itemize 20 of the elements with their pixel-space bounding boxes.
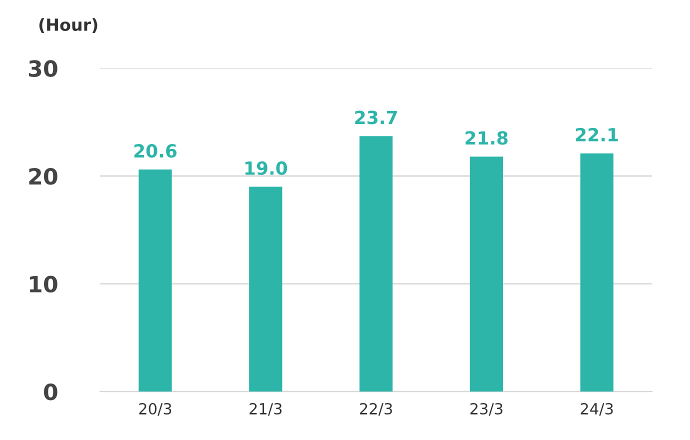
x-tick-label: 20/3 [139,402,172,416]
data-label: 19.0 [245,161,288,175]
data-label: 22.1 [576,128,618,142]
y-tick-label: 20 [29,168,58,185]
bar [580,153,614,392]
y-axis-title: (Hour) [39,18,98,33]
bar [359,136,393,392]
bar [470,156,504,392]
data-label: 21.8 [466,131,508,145]
y-tick-label: 0 [44,384,58,400]
x-tick-label: 21/3 [250,402,282,416]
bar [249,186,282,392]
data-label: 20.6 [134,144,177,158]
data-label: 23.7 [355,110,397,124]
x-tick-label: 22/3 [360,402,392,416]
x-tick-label: 24/3 [580,402,613,416]
y-tick-label: 30 [28,60,58,77]
y-tick-label: 10 [30,276,58,293]
bar [138,170,172,392]
x-tick-label: 23/3 [470,402,502,416]
